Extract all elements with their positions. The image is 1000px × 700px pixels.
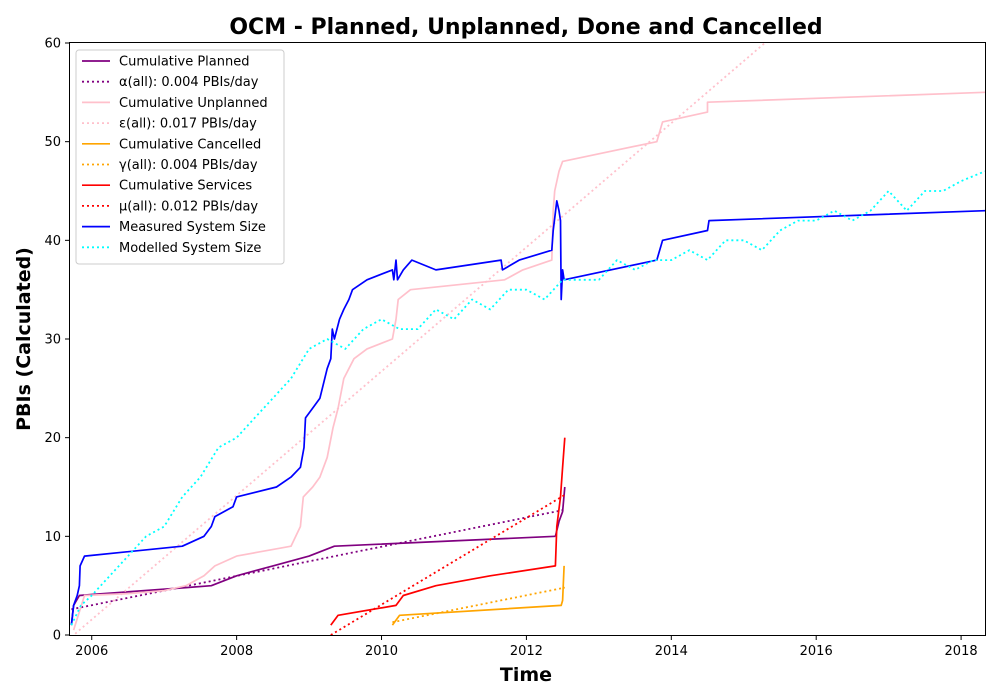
- x-axis: 2006 2008 2010 2012 2014 2016 2018: [75, 635, 978, 659]
- legend-label: γ(all): 0.004 PBIs/day: [119, 158, 258, 173]
- x-tick-label: 2012: [510, 644, 543, 659]
- y-tick-label: 20: [44, 431, 61, 446]
- series-line-all-0-012-pbis-day: [330, 494, 566, 635]
- legend-label: μ(all): 0.012 PBIs/day: [119, 199, 258, 214]
- y-axis: 0 10 20 30 40 50 60: [44, 37, 70, 644]
- legend-label: Modelled System Size: [119, 241, 261, 256]
- legend-label: α(all): 0.004 PBIs/day: [119, 75, 259, 90]
- y-axis-title: PBIs (Calculated): [13, 247, 35, 431]
- series-line-all-0-004-pbis-day: [392, 586, 565, 624]
- legend-box: [75, 49, 285, 265]
- x-tick-label: 2006: [75, 644, 108, 659]
- x-tick-label: 2010: [365, 644, 398, 659]
- legend-label: Cumulative Cancelled: [119, 137, 261, 152]
- x-tick-label: 2018: [945, 644, 978, 659]
- y-tick-label: 0: [53, 629, 61, 644]
- x-axis-title: Time: [500, 664, 552, 686]
- series-line-measured-system-size: [70, 200, 985, 626]
- chart-title: OCM - Planned, Unplanned, Done and Cance…: [229, 15, 822, 40]
- plot-area: [70, 43, 985, 635]
- series-line-modelled-system-size: [70, 170, 985, 626]
- y-tick-label: 40: [44, 234, 61, 249]
- legend-label: Cumulative Unplanned: [119, 96, 268, 111]
- legend-label: Measured System Size: [119, 220, 266, 235]
- y-tick-label: 60: [44, 37, 61, 52]
- series-line-all-0-004-pbis-day: [71, 508, 565, 611]
- series-line-cumulative-services: [330, 437, 566, 626]
- legend-label: Cumulative Services: [119, 179, 252, 194]
- series-line-cumulative-cancelled: [391, 565, 565, 626]
- x-tick-label: 2016: [800, 644, 833, 659]
- x-tick-label: 2014: [655, 644, 688, 659]
- legend-label: ε(all): 0.017 PBIs/day: [119, 117, 257, 132]
- legend: Cumulative Planned α(all): 0.004 PBIs/day…: [75, 49, 285, 265]
- y-tick-label: 30: [44, 333, 61, 348]
- x-tick-label: 2008: [220, 644, 253, 659]
- y-tick-label: 50: [44, 135, 61, 150]
- series-line-cumulative-planned: [70, 535, 556, 626]
- legend-label: Cumulative Planned: [119, 55, 249, 70]
- series-line-cumulative-unplanned: [72, 91, 985, 631]
- y-tick-label: 10: [44, 530, 61, 545]
